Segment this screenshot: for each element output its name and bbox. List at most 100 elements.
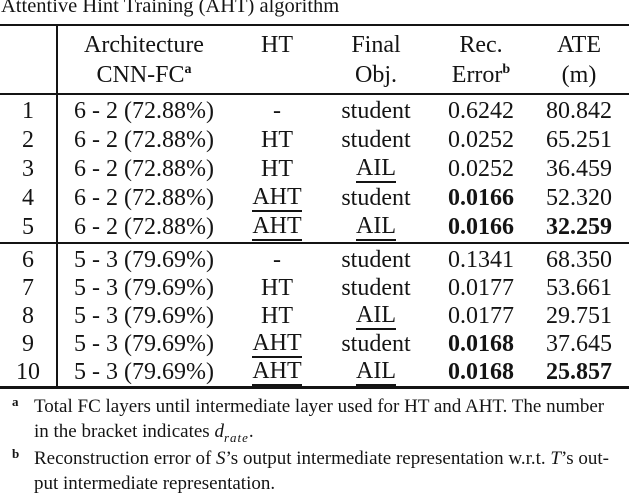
cell-ht: AHT — [235, 184, 319, 213]
cell-rec: 0.0252 — [448, 127, 514, 153]
col-header-architecture: Architecture CNN-FCa — [58, 30, 230, 90]
cell-ate: 80.842 — [546, 98, 612, 124]
cell-rec: 0.0168 — [448, 330, 514, 357]
cell-arch: 6 - 2 (72.88%) — [74, 156, 214, 182]
cell-rec: 0.6242 — [448, 98, 514, 124]
cell-ht: HT — [261, 127, 293, 153]
underlined-value: AHT — [252, 329, 302, 358]
cell-num: 9 — [22, 330, 34, 357]
table-row: 9 5 - 3 (79.69%) AHT student 0.0168 37.645 — [0, 330, 629, 358]
col-header-rec-line1: Rec. — [459, 32, 503, 58]
math-T: T — [550, 448, 561, 469]
table-row: 10 5 - 3 (79.69%) AHT AIL 0.0168 25.857 — [0, 358, 629, 386]
cell-num: 1 — [22, 98, 34, 124]
cell-arch: 6 - 2 (72.88%) — [74, 98, 214, 124]
cell-ht: HT — [261, 156, 293, 182]
cell-num: 5 — [22, 214, 34, 240]
footnote-a: a Total FC layers until intermediate lay… — [12, 394, 632, 444]
footnote-a-line2: in the bracket indicates drate. — [34, 421, 254, 445]
underlined-value: AIL — [356, 357, 396, 386]
footnote-a-text: Total FC layers until intermediate layer… — [34, 394, 632, 444]
cell-final: student — [341, 127, 411, 153]
cell-ht: AHT — [235, 213, 319, 242]
footnote-b: b Reconstruction error of S’s output int… — [12, 446, 632, 496]
underlined-value: AHT — [252, 184, 302, 212]
cell-final: AIL — [316, 155, 436, 184]
cell-ht: HT — [261, 302, 293, 329]
cell-ate: 32.259 — [546, 214, 612, 240]
cell-rec: 0.1341 — [448, 246, 514, 273]
cell-num: 10 — [16, 358, 40, 385]
cell-ht: AHT — [235, 330, 319, 358]
cell-rec: 0.0168 — [448, 358, 514, 385]
footnote-b-marker: b — [12, 446, 20, 461]
cell-final: AIL — [316, 213, 436, 242]
cell-final: AIL — [316, 358, 436, 386]
footnote-b-text: Reconstruction error of S’s output inter… — [34, 446, 632, 496]
cell-num: 7 — [22, 274, 34, 301]
cell-ht: - — [273, 246, 281, 273]
cell-ht: - — [273, 98, 281, 124]
cell-num: 6 — [22, 246, 34, 273]
cell-ate: 36.459 — [546, 156, 612, 182]
table-row: 8 5 - 3 (79.69%) HT AIL 0.0177 29.751 — [0, 302, 629, 330]
cell-final: student — [341, 274, 411, 301]
cell-rec: 0.0177 — [448, 274, 514, 301]
cell-rec: 0.0166 — [448, 214, 514, 240]
cell-final: student — [341, 330, 411, 357]
table-row: 2 6 - 2 (72.88%) HT student 0.0252 65.251 — [0, 126, 629, 155]
table-row: 3 6 - 2 (72.88%) HT AIL 0.0252 36.459 — [0, 155, 629, 184]
col-header-ht: HT — [261, 32, 293, 58]
cell-arch: 6 - 2 (72.88%) — [74, 127, 214, 153]
row-number-divider-rule — [56, 26, 58, 386]
cell-final: AIL — [316, 302, 436, 330]
col-header-final-line1: Final — [351, 32, 401, 58]
cell-ht: AHT — [235, 358, 319, 386]
underlined-value: AHT — [252, 357, 302, 386]
underlined-value: AHT — [252, 213, 302, 241]
cell-ate: 25.857 — [546, 358, 612, 385]
cell-final: student — [341, 98, 411, 124]
cell-rec: 0.0166 — [448, 185, 514, 211]
col-header-ate: ATE (m) — [526, 30, 632, 90]
col-header-rec-error: Rec. Errorb — [436, 30, 526, 90]
table-bottom-rule — [0, 386, 629, 389]
cell-ate: 37.645 — [546, 330, 612, 357]
underlined-value: AIL — [356, 213, 396, 241]
footnote-a-marker: a — [12, 394, 19, 409]
table-top-rule — [0, 24, 629, 27]
col-header-final-obj: Final Obj. — [316, 30, 436, 90]
group-separator-rule — [0, 242, 629, 244]
cell-ate: 29.751 — [546, 302, 612, 329]
cell-num: 2 — [22, 127, 34, 153]
footnote-ref-a: a — [184, 62, 192, 77]
table-caption: Attentive Hint Training (AHT) algorithm — [1, 0, 340, 17]
underlined-value: AIL — [356, 301, 396, 330]
cell-arch: 5 - 3 (79.69%) — [74, 274, 214, 301]
cell-rec: 0.0252 — [448, 156, 514, 182]
cell-final: student — [341, 246, 411, 273]
cell-ate: 52.320 — [546, 185, 612, 211]
footnote-a-line1: Total FC layers until intermediate layer… — [34, 396, 605, 417]
col-header-architecture-line1: Architecture — [84, 32, 204, 58]
footnote-b-line2: put intermediate representation. — [34, 473, 276, 494]
cell-rec: 0.0177 — [448, 302, 514, 329]
table-row: 5 6 - 2 (72.88%) AHT AIL 0.0166 32.259 — [0, 213, 629, 242]
cell-num: 4 — [22, 185, 34, 211]
cell-arch: 5 - 3 (79.69%) — [74, 302, 214, 329]
col-header-architecture-line2: CNN-FCa — [96, 62, 192, 88]
col-header-rec-line2: Errorb — [451, 62, 511, 88]
math-S: S — [216, 448, 226, 469]
col-header-ate-line1: ATE — [557, 32, 601, 58]
col-header-final-line2: Obj. — [355, 62, 397, 88]
cell-ate: 65.251 — [546, 127, 612, 153]
underlined-value: AIL — [356, 155, 396, 183]
cell-num: 3 — [22, 156, 34, 182]
math-d-rate: d — [214, 421, 224, 442]
cell-arch: 5 - 3 (79.69%) — [74, 358, 214, 385]
cell-ate: 68.350 — [546, 246, 612, 273]
table-row: 6 5 - 3 (79.69%) - student 0.1341 68.350 — [0, 246, 629, 274]
header-separator-rule — [0, 93, 629, 95]
footnote-b-line1: Reconstruction error of S’s output inter… — [34, 448, 609, 469]
